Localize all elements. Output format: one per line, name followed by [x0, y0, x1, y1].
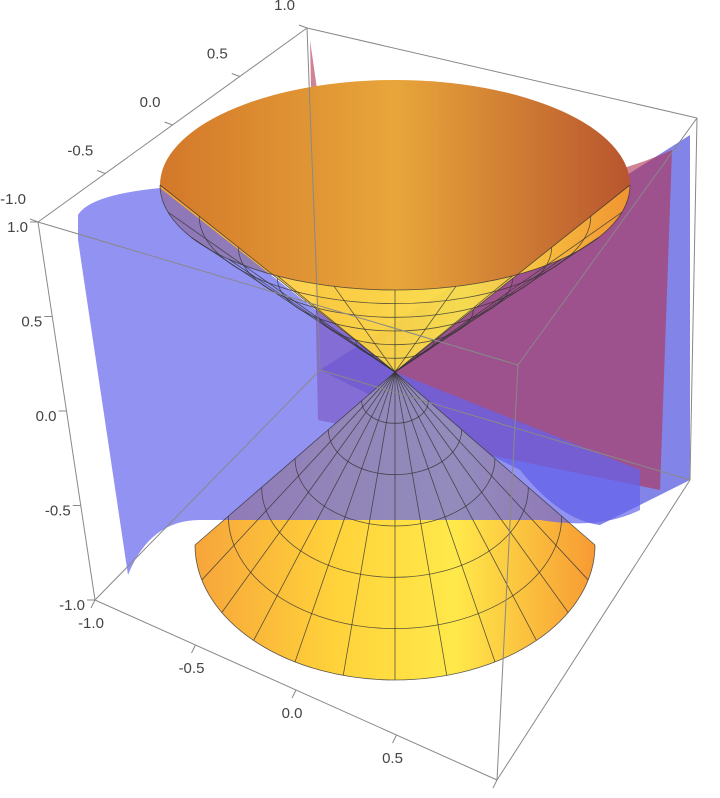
y-tick-label: 0.5 — [207, 45, 228, 62]
mesh-line — [201, 371, 396, 581]
mesh-line — [394, 286, 457, 373]
z-tick-label: -0.5 — [45, 502, 71, 519]
z-tick-label: 1.0 — [7, 219, 28, 236]
x-tick-label: 0.0 — [282, 705, 303, 722]
mesh-line — [394, 184, 631, 373]
mesh — [159, 184, 631, 681]
mesh-line — [394, 371, 589, 581]
mesh-line — [394, 371, 537, 641]
box-edge — [496, 479, 691, 781]
z-tick-label: 0.5 — [21, 313, 42, 330]
mesh-line — [394, 371, 448, 676]
mesh-line — [191, 237, 396, 373]
x-tick — [392, 734, 397, 744]
mesh-line — [194, 371, 396, 546]
mesh-line — [342, 371, 396, 676]
y-tick — [97, 170, 106, 174]
x-tick — [492, 779, 498, 789]
x-tick — [191, 644, 196, 654]
x-tick-label: 0.5 — [382, 750, 403, 767]
mesh-line — [394, 258, 562, 373]
y-tick-label: 1.0 — [274, 0, 295, 14]
y-tick — [231, 73, 240, 77]
mesh-line — [167, 211, 396, 373]
mesh-line — [394, 237, 599, 373]
bounding-box: -1.0 -0.5 0.0 0.5 1.0 -1.0 -0.5 0.0 0.5 1.0 -1.0 -0… — [0, 0, 698, 798]
mesh-line — [228, 258, 396, 373]
x-tick-label: -1.0 — [78, 615, 104, 632]
x-tick — [291, 689, 297, 699]
y-tick-label: -1.0 — [0, 191, 26, 208]
y-tick — [298, 24, 308, 29]
mesh-line — [159, 184, 396, 373]
mesh-line — [394, 211, 623, 373]
mesh-line — [394, 371, 596, 546]
x-tick-label: 1.0 — [483, 795, 504, 798]
x-tick — [90, 599, 96, 609]
mesh-line — [253, 371, 396, 641]
box-edge — [94, 369, 321, 601]
box-edge — [517, 117, 698, 366]
x-tick-label: -0.5 — [179, 660, 205, 677]
box-edge — [37, 221, 519, 366]
surfaces — [78, 40, 690, 680]
mesh-line — [394, 371, 496, 663]
mesh-line — [394, 371, 569, 613]
box-edge — [306, 27, 321, 371]
box-edge — [689, 117, 698, 481]
y-tick-label: 0.0 — [140, 94, 161, 111]
mesh-line — [294, 371, 396, 663]
z-tick-label: 0.0 — [36, 408, 57, 425]
box-edge — [496, 364, 519, 781]
mesh-line — [277, 275, 396, 373]
box-edge — [319, 369, 691, 481]
upper-cone-inside — [160, 80, 630, 290]
z-tick-label: -1.0 — [59, 597, 85, 614]
mesh-line — [221, 371, 396, 613]
y-tick — [164, 121, 173, 126]
mesh-line — [333, 286, 396, 373]
box-edge — [306, 27, 698, 119]
y-tick-label: -0.5 — [67, 142, 93, 159]
